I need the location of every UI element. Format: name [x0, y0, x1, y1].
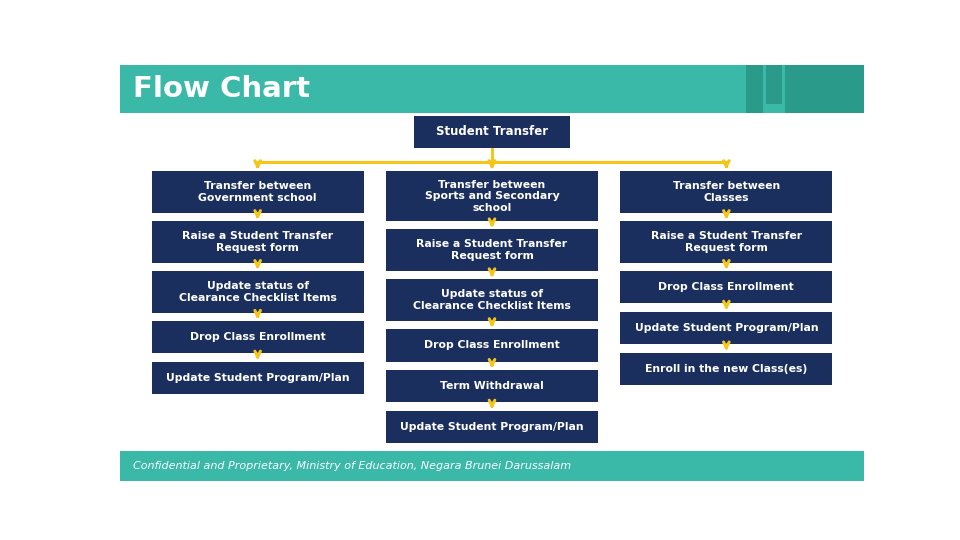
Text: Transfer between
Classes: Transfer between Classes: [673, 181, 780, 203]
Bar: [120, 65, 864, 113]
Text: Flow Chart: Flow Chart: [133, 75, 310, 103]
Text: Update status of
Clearance Checklist Items: Update status of Clearance Checklist Ite…: [413, 289, 571, 311]
Text: Drop Class Enrollment: Drop Class Enrollment: [190, 332, 325, 342]
Bar: [120, 451, 864, 481]
Text: Raise a Student Transfer
Request form: Raise a Student Transfer Request form: [417, 239, 567, 261]
Text: Update Student Program/Plan: Update Student Program/Plan: [166, 373, 349, 383]
FancyBboxPatch shape: [620, 221, 832, 263]
Text: Raise a Student Transfer
Request form: Raise a Student Transfer Request form: [651, 231, 802, 253]
Text: Update status of
Clearance Checklist Items: Update status of Clearance Checklist Ite…: [179, 281, 337, 302]
Text: Drop Class Enrollment: Drop Class Enrollment: [659, 282, 794, 292]
FancyBboxPatch shape: [620, 353, 832, 385]
FancyBboxPatch shape: [152, 171, 364, 213]
Bar: [785, 65, 864, 113]
FancyBboxPatch shape: [386, 370, 598, 402]
Text: Update Student Program/Plan: Update Student Program/Plan: [400, 422, 584, 432]
FancyBboxPatch shape: [152, 362, 364, 394]
Text: Drop Class Enrollment: Drop Class Enrollment: [424, 340, 560, 350]
FancyBboxPatch shape: [386, 279, 598, 321]
Text: Transfer between
Government school: Transfer between Government school: [199, 181, 317, 203]
FancyBboxPatch shape: [620, 312, 832, 344]
Text: Term Withdrawal: Term Withdrawal: [440, 381, 544, 391]
FancyBboxPatch shape: [386, 230, 598, 271]
FancyBboxPatch shape: [414, 116, 570, 148]
Text: Transfer between
Sports and Secondary
school: Transfer between Sports and Secondary sc…: [424, 180, 560, 213]
Text: Confidential and Proprietary, Ministry of Education, Negara Brunei Darussalam: Confidential and Proprietary, Ministry o…: [133, 461, 571, 471]
Text: Enroll in the new Class(es): Enroll in the new Class(es): [645, 364, 807, 374]
Bar: [747, 65, 763, 113]
FancyBboxPatch shape: [152, 221, 364, 263]
FancyBboxPatch shape: [386, 411, 598, 443]
FancyBboxPatch shape: [620, 171, 832, 213]
FancyBboxPatch shape: [152, 271, 364, 313]
FancyBboxPatch shape: [620, 271, 832, 303]
Text: Raise a Student Transfer
Request form: Raise a Student Transfer Request form: [182, 231, 333, 253]
FancyBboxPatch shape: [386, 329, 598, 362]
Text: Update Student Program/Plan: Update Student Program/Plan: [635, 323, 818, 333]
FancyBboxPatch shape: [386, 171, 598, 221]
FancyBboxPatch shape: [152, 321, 364, 353]
Bar: [766, 65, 782, 104]
Text: Student Transfer: Student Transfer: [436, 125, 548, 138]
